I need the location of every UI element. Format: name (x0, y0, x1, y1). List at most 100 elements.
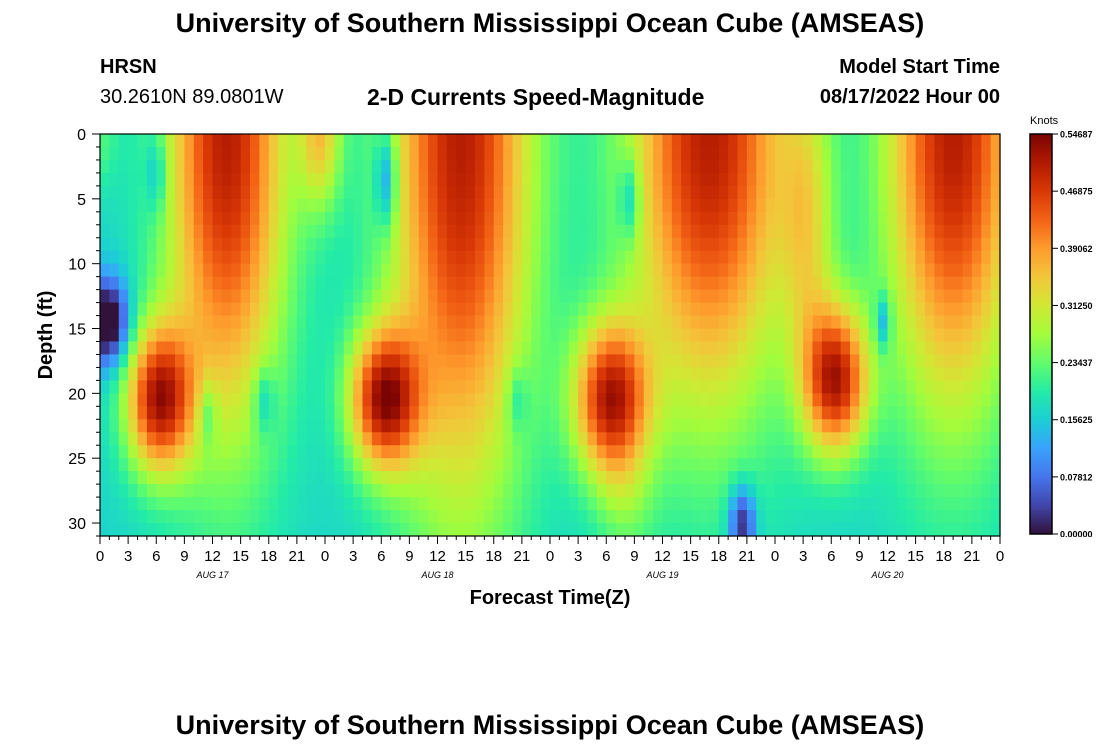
heatmap-cell (128, 250, 139, 265)
heatmap-cell (484, 250, 495, 265)
heatmap-cell (859, 380, 870, 394)
heatmap-cell (756, 367, 767, 381)
heatmap-cell (306, 497, 317, 511)
heatmap-cell (925, 341, 935, 356)
heatmap-cell (756, 497, 767, 511)
heatmap-cell (737, 341, 748, 356)
heatmap-cell (540, 198, 551, 213)
heatmap-cell (868, 224, 879, 239)
heatmap-cell (728, 471, 739, 485)
heatmap-cell (343, 484, 354, 498)
heatmap-cell (446, 172, 457, 187)
heatmap-cell (456, 367, 467, 381)
heatmap-cell (971, 289, 982, 304)
heatmap-cell (343, 315, 354, 330)
heatmap-cell (175, 276, 185, 291)
heatmap-cell (643, 432, 654, 446)
heatmap-cell (850, 134, 860, 148)
heatmap-cell (606, 159, 617, 174)
heatmap-cell (784, 497, 795, 511)
heatmap-cell (737, 406, 748, 420)
heatmap-cell (465, 341, 476, 356)
heatmap-cell (934, 134, 945, 148)
heatmap-cell (728, 185, 739, 200)
heatmap-cell (728, 159, 739, 174)
heatmap-cell (746, 510, 757, 524)
heatmap-cell (943, 458, 954, 472)
heatmap-cell (184, 367, 195, 381)
heatmap-cell (231, 198, 242, 213)
heatmap-cell (409, 328, 420, 343)
heatmap-cell (550, 185, 560, 200)
heatmap-cell (118, 354, 129, 369)
heatmap-cell (568, 445, 579, 459)
heatmap-cell (221, 419, 232, 433)
heatmap-cell (362, 328, 373, 343)
heatmap-cell (859, 263, 870, 278)
heatmap-cell (681, 406, 692, 420)
heatmap-cell (465, 406, 476, 420)
heatmap-cell (503, 367, 514, 381)
heatmap-cell (615, 393, 626, 407)
heatmap-cell (165, 458, 176, 472)
heatmap-cell (821, 523, 832, 537)
heatmap-cell (671, 276, 682, 291)
heatmap-cell (737, 263, 748, 278)
heatmap-cell (306, 484, 317, 498)
heatmap-cell (315, 172, 326, 187)
heatmap-cell (203, 159, 214, 174)
heatmap-cell (578, 341, 589, 356)
heatmap-cell (831, 172, 842, 187)
heatmap-cell (100, 302, 110, 317)
heatmap-cell (221, 393, 232, 407)
heatmap-cell (887, 484, 898, 498)
heatmap-cell (578, 367, 589, 381)
heatmap-cell (465, 289, 476, 304)
heatmap-cell (521, 471, 532, 485)
heatmap-cell (981, 315, 992, 330)
heatmap-cell (175, 328, 185, 343)
heatmap-cell (484, 445, 495, 459)
heatmap-cell (709, 198, 720, 213)
heatmap-cell (906, 198, 917, 213)
heatmap-cell (775, 237, 785, 252)
heatmap-cell (700, 406, 710, 420)
heatmap-cell (653, 393, 664, 407)
heatmap-cell (278, 159, 289, 174)
heatmap-cell (821, 510, 832, 524)
x-tick-label: 0 (996, 548, 1004, 565)
heatmap-cell (765, 237, 776, 252)
heatmap-cell (475, 159, 485, 174)
heatmap-cell (334, 315, 345, 330)
heatmap-cell (175, 367, 185, 381)
heatmap-cell (615, 289, 626, 304)
heatmap-cell (475, 510, 485, 524)
heatmap-cell (718, 211, 729, 226)
heatmap-cell (793, 315, 804, 330)
heatmap-cell (137, 328, 148, 343)
heatmap-cell (381, 393, 392, 407)
heatmap-cell (981, 432, 992, 446)
heatmap-cell (390, 172, 401, 187)
heatmap-cell (353, 315, 364, 330)
heatmap-cell (746, 211, 757, 226)
heatmap-cell (615, 198, 626, 213)
heatmap-cell (418, 276, 429, 291)
heatmap-cell (250, 315, 260, 330)
heatmap-cell (803, 510, 814, 524)
heatmap-cell (662, 185, 673, 200)
heatmap-cell (212, 328, 223, 343)
heatmap-cell (925, 523, 935, 537)
heatmap-cell (428, 224, 439, 239)
heatmap-cell (709, 172, 720, 187)
heatmap-cell (681, 510, 692, 524)
heatmap-cell (653, 484, 664, 498)
heatmap-cell (156, 354, 167, 369)
x-day-label: AUG 17 (195, 570, 229, 580)
heatmap-cell (606, 380, 617, 394)
heatmap-cell (756, 302, 767, 317)
heatmap-cell (568, 419, 579, 433)
heatmap-cell (587, 250, 598, 265)
heatmap-cell (803, 445, 814, 459)
heatmap-cell (643, 393, 654, 407)
